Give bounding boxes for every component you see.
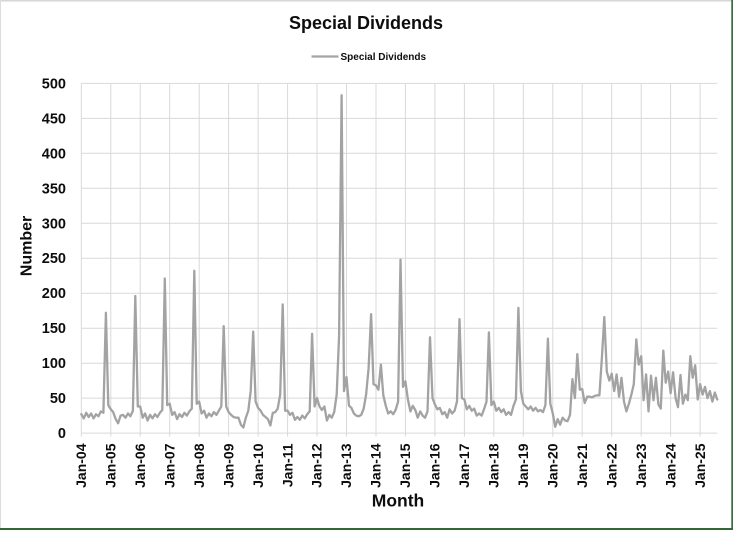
svg-text:Jan-15: Jan-15: [397, 443, 413, 488]
svg-text:450: 450: [42, 111, 66, 127]
svg-text:Jan-05: Jan-05: [103, 443, 119, 488]
svg-text:Jan-11: Jan-11: [279, 443, 295, 487]
svg-text:0: 0: [58, 426, 66, 442]
svg-text:500: 500: [42, 76, 66, 92]
svg-text:Special Dividends: Special Dividends: [289, 13, 443, 33]
svg-text:Jan-09: Jan-09: [220, 443, 236, 488]
svg-text:Jan-17: Jan-17: [456, 443, 472, 488]
svg-text:Jan-10: Jan-10: [250, 443, 266, 488]
svg-text:Jan-25: Jan-25: [692, 443, 708, 488]
svg-text:Jan-21: Jan-21: [574, 443, 590, 488]
svg-text:Jan-07: Jan-07: [161, 443, 177, 488]
svg-text:Jan-08: Jan-08: [191, 443, 207, 488]
svg-text:Special Dividends: Special Dividends: [341, 52, 427, 63]
svg-text:400: 400: [42, 146, 66, 162]
svg-text:Jan-23: Jan-23: [633, 443, 649, 488]
svg-text:Jan-12: Jan-12: [309, 443, 325, 488]
svg-text:Jan-14: Jan-14: [368, 443, 384, 488]
svg-text:Jan-22: Jan-22: [603, 443, 619, 488]
svg-text:Jan-16: Jan-16: [427, 443, 443, 488]
svg-text:250: 250: [42, 251, 66, 267]
svg-text:Jan-24: Jan-24: [662, 443, 678, 488]
svg-text:350: 350: [42, 181, 66, 197]
svg-text:Jan-18: Jan-18: [486, 443, 502, 488]
svg-text:100: 100: [42, 356, 66, 372]
svg-text:Jan-06: Jan-06: [132, 443, 148, 488]
svg-text:Month: Month: [372, 491, 424, 511]
svg-text:Jan-13: Jan-13: [338, 443, 354, 488]
svg-text:50: 50: [50, 391, 66, 407]
svg-text:Number: Number: [19, 216, 36, 276]
svg-text:Jan-04: Jan-04: [73, 443, 89, 488]
svg-text:Jan-19: Jan-19: [515, 443, 531, 488]
svg-text:150: 150: [42, 321, 66, 337]
svg-text:Jan-20: Jan-20: [545, 443, 561, 488]
svg-text:200: 200: [42, 286, 66, 302]
svg-text:300: 300: [42, 216, 66, 232]
